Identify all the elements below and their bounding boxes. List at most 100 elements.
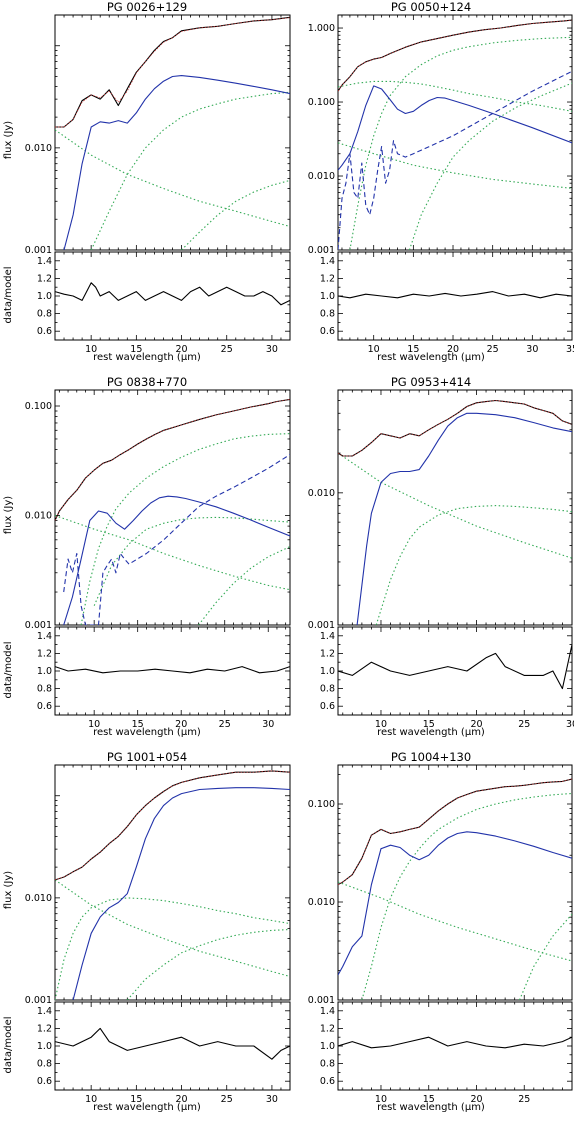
flux-tick-label: 0.010 xyxy=(25,143,52,154)
x-tick-label: 30 xyxy=(262,719,274,730)
x-tick-label: 25 xyxy=(221,1094,233,1105)
flux-tick-label: 0.100 xyxy=(308,799,335,810)
x-tick-label: 15 xyxy=(407,344,419,355)
flux-plot xyxy=(55,398,290,625)
blackbody-line xyxy=(126,928,290,1000)
flux-plot-frame xyxy=(337,389,573,626)
pah-line xyxy=(338,70,572,250)
flux-tick-label: 0.001 xyxy=(25,245,52,256)
x-tick-label: 25 xyxy=(221,344,233,355)
flux-axis-label-row-1: flux (Jy) xyxy=(3,496,14,535)
model-line xyxy=(338,778,572,886)
ratio-tick-label: 1.4 xyxy=(320,256,335,267)
x-tick-label: 15 xyxy=(423,719,435,730)
wavelength-axis-label-3: rest wavelength (μm) xyxy=(377,727,485,738)
silicate-line xyxy=(63,495,290,625)
flux-plot xyxy=(55,770,290,1000)
ratio-tick-label: 1.4 xyxy=(320,1006,335,1017)
ratio-tick-label: 1.0 xyxy=(37,291,52,302)
blackbody-line xyxy=(349,36,572,250)
ratio-plot-frame xyxy=(337,626,573,716)
ratio-plot xyxy=(55,666,290,674)
wavelength-axis-label-0: rest wavelength (μm) xyxy=(93,352,201,363)
pah-line xyxy=(63,454,290,625)
flux-tick-label: 0.010 xyxy=(308,897,335,908)
ratio-tick-label: 0.8 xyxy=(37,684,52,695)
data-line xyxy=(338,778,572,886)
flux-tick-label: 0.100 xyxy=(25,401,52,412)
wavelength-axis-label-1: rest wavelength (μm) xyxy=(377,352,485,363)
blackbody-line xyxy=(408,82,572,250)
data-line xyxy=(338,19,572,92)
silicate-line xyxy=(356,412,572,625)
x-tick-label: 15 xyxy=(423,1094,435,1105)
model-line xyxy=(55,399,290,521)
ratio-axis-label-row-0: data/model xyxy=(3,266,14,323)
chart-panel-5: 10 15 20 25 0.001 0.010 0.100 0.6 0.8 1.0 1.2 1.4 xyxy=(308,764,573,1105)
blackbody-line xyxy=(90,91,290,250)
ratio-tick-label: 1.4 xyxy=(37,631,52,642)
ratio-tick-label: 1.2 xyxy=(320,1023,335,1034)
ratio-line xyxy=(338,644,572,690)
ratio-tick-label: 0.6 xyxy=(320,1076,335,1087)
flux-tick-label: 0.010 xyxy=(308,171,335,182)
flux-tick-label: 0.001 xyxy=(25,620,52,631)
blackbody-line xyxy=(338,881,572,962)
model-line xyxy=(338,400,572,457)
x-tick-label: 30 xyxy=(526,344,538,355)
ratio-tick-label: 0.6 xyxy=(320,701,335,712)
ratio-tick-label: 0.8 xyxy=(37,309,52,320)
ratio-line xyxy=(55,282,290,306)
flux-tick-label: 0.100 xyxy=(308,97,335,108)
wavelength-axis-label-2: rest wavelength (μm) xyxy=(93,727,201,738)
panels-layer: 10 15 20 25 30 0.001 0.010 0.6 0.8 1.0 1.2 1.4 10 15 2… xyxy=(25,14,574,1105)
flux-tick-label: 1.000 xyxy=(308,23,335,34)
ratio-tick-label: 0.8 xyxy=(320,684,335,695)
model-line xyxy=(55,770,290,881)
panel-title-3: PG 0953+414 xyxy=(391,375,471,389)
ratio-axis-label-row-2: data/model xyxy=(3,1016,14,1073)
ratio-tick-label: 0.6 xyxy=(320,326,335,337)
flux-plot-frame xyxy=(54,764,291,1001)
flux-axis-label-row-2: flux (Jy) xyxy=(3,871,14,910)
flux-tick-label: 0.010 xyxy=(308,488,335,499)
ratio-tick-label: 0.8 xyxy=(320,309,335,320)
flux-tick-label: 0.010 xyxy=(25,511,52,522)
flux-tick-label: 0.001 xyxy=(308,245,335,256)
ratio-tick-label: 1.2 xyxy=(37,273,52,284)
panel-title-1: PG 0050+124 xyxy=(391,0,471,14)
ratio-tick-label: 1.0 xyxy=(37,666,52,677)
silicate-line xyxy=(338,85,572,171)
silicate-line xyxy=(338,831,572,976)
ratio-tick-label: 0.6 xyxy=(37,326,52,337)
ratio-plot xyxy=(55,282,290,306)
ratio-tick-label: 0.8 xyxy=(37,1059,52,1070)
silicate-line xyxy=(72,787,290,1000)
ratio-plot xyxy=(338,1036,572,1049)
blackbody-line xyxy=(518,913,572,1000)
flux-tick-label: 0.001 xyxy=(308,620,335,631)
panel-title-2: PG 0838+770 xyxy=(107,375,187,389)
blackbody-line xyxy=(375,505,572,625)
flux-plot xyxy=(338,19,572,250)
chart-panel-1: 10 15 20 25 30 35 0.001 0.010 0.100 1.000 0.6 0.8 1.… xyxy=(308,14,574,355)
ratio-tick-label: 1.4 xyxy=(37,1006,52,1017)
wavelength-axis-label-4: rest wavelength (μm) xyxy=(93,1102,201,1113)
ratio-line xyxy=(338,291,572,299)
ratio-tick-label: 1.0 xyxy=(37,1041,52,1052)
ratio-tick-label: 1.0 xyxy=(320,291,335,302)
data-line xyxy=(55,398,290,521)
ratio-plot-frame xyxy=(337,1001,573,1091)
x-tick-label: 30 xyxy=(266,344,278,355)
ratio-plot xyxy=(55,1027,290,1060)
ratio-tick-label: 0.6 xyxy=(37,1076,52,1087)
x-tick-label: 10 xyxy=(85,1094,97,1105)
x-tick-label: 10 xyxy=(85,344,97,355)
flux-plot xyxy=(55,16,290,250)
blackbody-line xyxy=(338,80,572,112)
ratio-tick-label: 1.2 xyxy=(37,648,52,659)
ratio-tick-label: 1.2 xyxy=(320,273,335,284)
ratio-tick-label: 1.4 xyxy=(37,256,52,267)
model-line xyxy=(338,19,572,92)
